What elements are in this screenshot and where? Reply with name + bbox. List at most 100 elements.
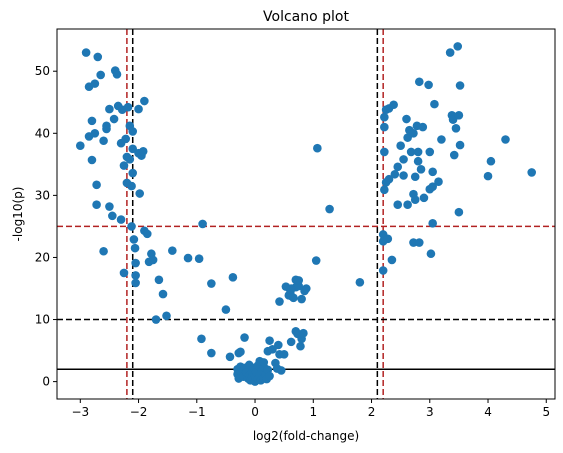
- data-point: [99, 246, 108, 256]
- data-point: [403, 200, 412, 209]
- data-point: [99, 136, 108, 146]
- data-point: [380, 147, 389, 157]
- data-point: [383, 234, 393, 244]
- data-point: [286, 337, 296, 347]
- data-point: [92, 180, 101, 190]
- data-point: [501, 135, 510, 144]
- data-point: [380, 185, 389, 195]
- data-point: [112, 70, 122, 79]
- data-point: [426, 249, 436, 259]
- data-point: [92, 200, 101, 209]
- x-tick-label: −1: [188, 405, 206, 419]
- data-point: [198, 219, 207, 229]
- data-point: [168, 246, 177, 255]
- data-point: [325, 204, 334, 214]
- data-point: [294, 276, 304, 285]
- data-point: [119, 161, 129, 170]
- data-point: [109, 114, 119, 124]
- data-point: [134, 104, 143, 114]
- data-point: [355, 277, 365, 287]
- x-tick-label: 4: [484, 405, 492, 419]
- data-point: [451, 124, 461, 133]
- data-point: [380, 112, 389, 122]
- data-point: [390, 169, 400, 179]
- data-point: [483, 171, 493, 181]
- y-tick-label: 50: [35, 64, 50, 78]
- x-tick-label: 5: [542, 405, 550, 419]
- data-point: [105, 104, 114, 114]
- data-point: [127, 222, 136, 231]
- data-point: [131, 258, 140, 268]
- data-point: [93, 52, 103, 62]
- data-point: [296, 341, 305, 351]
- data-point: [142, 229, 152, 239]
- data-point: [299, 328, 308, 338]
- x-tick-label: 1: [309, 405, 317, 419]
- y-axis-label: -log10(p): [11, 187, 25, 242]
- scatter-points-group: [75, 42, 537, 386]
- data-point: [81, 48, 91, 57]
- data-point: [409, 128, 418, 138]
- data-point: [393, 200, 403, 209]
- data-point: [285, 284, 295, 294]
- data-point: [265, 371, 274, 381]
- data-point: [419, 193, 429, 203]
- data-point: [454, 207, 464, 217]
- data-point: [455, 140, 465, 150]
- data-point: [276, 366, 286, 375]
- data-point: [413, 156, 423, 166]
- data-point: [414, 77, 424, 87]
- data-point: [380, 122, 389, 132]
- data-point: [105, 202, 114, 211]
- data-point: [228, 273, 238, 282]
- data-point: [428, 167, 437, 177]
- data-point: [90, 79, 100, 88]
- data-point: [399, 171, 408, 180]
- data-point: [445, 48, 455, 57]
- data-point: [116, 215, 126, 224]
- data-point: [194, 254, 204, 263]
- x-tick-label: 2: [368, 405, 376, 419]
- data-point: [389, 100, 398, 110]
- data-point: [183, 253, 193, 263]
- data-point: [148, 255, 158, 265]
- data-point: [413, 147, 423, 157]
- data-point: [75, 141, 85, 151]
- data-point: [127, 181, 136, 191]
- chart-title: Volcano plot: [263, 9, 349, 25]
- data-point: [162, 311, 171, 321]
- y-tick-label: 10: [35, 313, 50, 327]
- y-tick-label: 20: [35, 250, 50, 264]
- plot-frame: [56, 28, 556, 400]
- data-point: [265, 336, 274, 345]
- x-tick-label: −3: [71, 405, 89, 419]
- data-point: [527, 168, 537, 177]
- x-tick-label: 0: [251, 405, 259, 419]
- data-point: [207, 348, 216, 358]
- data-point: [289, 293, 298, 303]
- data-point: [135, 189, 145, 198]
- data-point: [87, 116, 97, 126]
- data-point: [297, 294, 306, 304]
- data-point: [378, 266, 388, 275]
- data-point: [151, 315, 161, 324]
- data-point: [428, 219, 437, 228]
- data-point: [87, 155, 97, 165]
- data-point: [414, 238, 424, 247]
- data-point: [96, 70, 105, 80]
- data-point: [279, 350, 289, 359]
- data-point: [313, 143, 322, 153]
- data-point: [240, 333, 249, 342]
- data-point: [108, 211, 117, 221]
- data-point: [131, 271, 140, 280]
- data-point: [128, 168, 138, 178]
- data-point: [131, 278, 140, 288]
- data-point: [454, 110, 464, 120]
- data-point: [225, 352, 235, 362]
- y-tick-label: 40: [35, 126, 50, 140]
- data-point: [119, 268, 129, 278]
- data-point: [259, 358, 269, 367]
